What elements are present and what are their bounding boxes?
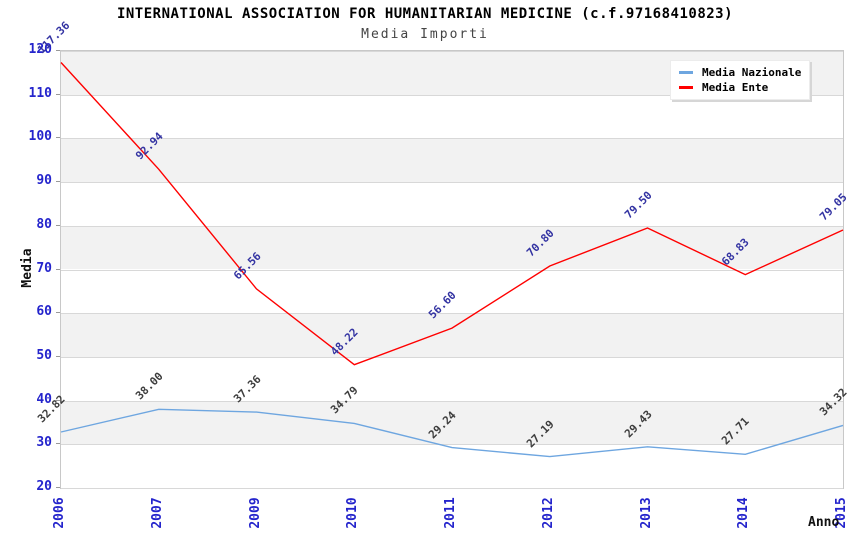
y-axis-title: Media (20, 248, 35, 288)
y-tick-mark (56, 181, 60, 182)
legend-line-swatch (679, 71, 693, 74)
y-tick-mark (56, 137, 60, 138)
x-tick-label: 2007 (149, 497, 165, 529)
y-tick-label: 50 (36, 347, 52, 363)
legend-label: Media Ente (702, 81, 769, 94)
y-tick-label: 40 (36, 391, 52, 407)
legend-label: Media Nazionale (702, 66, 802, 79)
grid-band (61, 138, 843, 183)
y-tick-label: 120 (28, 42, 52, 57)
gridline (61, 138, 843, 139)
y-tick-label: 110 (28, 85, 52, 101)
legend: Media Nazionale Media Ente (670, 60, 810, 100)
gridline (61, 401, 843, 402)
x-tick-label: 2006 (52, 497, 67, 529)
y-tick-mark (56, 400, 60, 401)
y-tick-label: 60 (36, 304, 52, 320)
grid-band (61, 313, 843, 357)
y-tick-mark (56, 269, 60, 270)
gridline (61, 95, 843, 96)
grid-band (61, 225, 843, 270)
x-tick-label: 2012 (540, 497, 556, 529)
y-tick-mark (56, 50, 60, 51)
series-line-media-nazionale (60, 408, 844, 458)
y-tick-label: 100 (28, 129, 52, 145)
x-tick-label: 2009 (247, 497, 263, 529)
series-line-media-ente (60, 62, 844, 366)
y-tick-mark (56, 225, 60, 226)
x-axis-title: Anno (808, 515, 840, 530)
y-tick-label: 30 (36, 435, 52, 451)
grid-band (61, 400, 843, 445)
x-tick-label: 2010 (345, 497, 361, 529)
gridline (61, 444, 843, 445)
gridline (61, 313, 843, 314)
y-tick-label: 80 (36, 216, 52, 232)
plot-area (60, 50, 844, 489)
series-lines (60, 62, 844, 458)
y-tick-mark (56, 443, 60, 444)
y-tick-label: 20 (36, 479, 52, 494)
gridline (61, 182, 843, 183)
gridline (61, 270, 843, 271)
gridline (61, 357, 843, 358)
x-tick-label: 2011 (443, 497, 458, 529)
x-tick-label: 2013 (638, 497, 654, 529)
y-tick-label: 90 (36, 173, 52, 189)
y-tick-label: 70 (36, 260, 52, 276)
legend-line-swatch (679, 86, 693, 89)
gridline (61, 51, 843, 52)
y-tick-mark (56, 487, 60, 488)
gridline (61, 226, 843, 227)
legend-entry: Media Ente (679, 80, 809, 95)
y-tick-mark (56, 94, 60, 95)
y-tick-mark (56, 356, 60, 357)
y-tick-mark (56, 312, 60, 313)
legend-entry: Media Nazionale (679, 65, 809, 80)
x-tick-label: 2014 (736, 497, 752, 529)
chart-title: INTERNATIONAL ASSOCIATION FOR HUMANITARI… (116, 6, 734, 22)
chart-subtitle: Media Importi (361, 27, 489, 42)
gridline (61, 488, 843, 489)
